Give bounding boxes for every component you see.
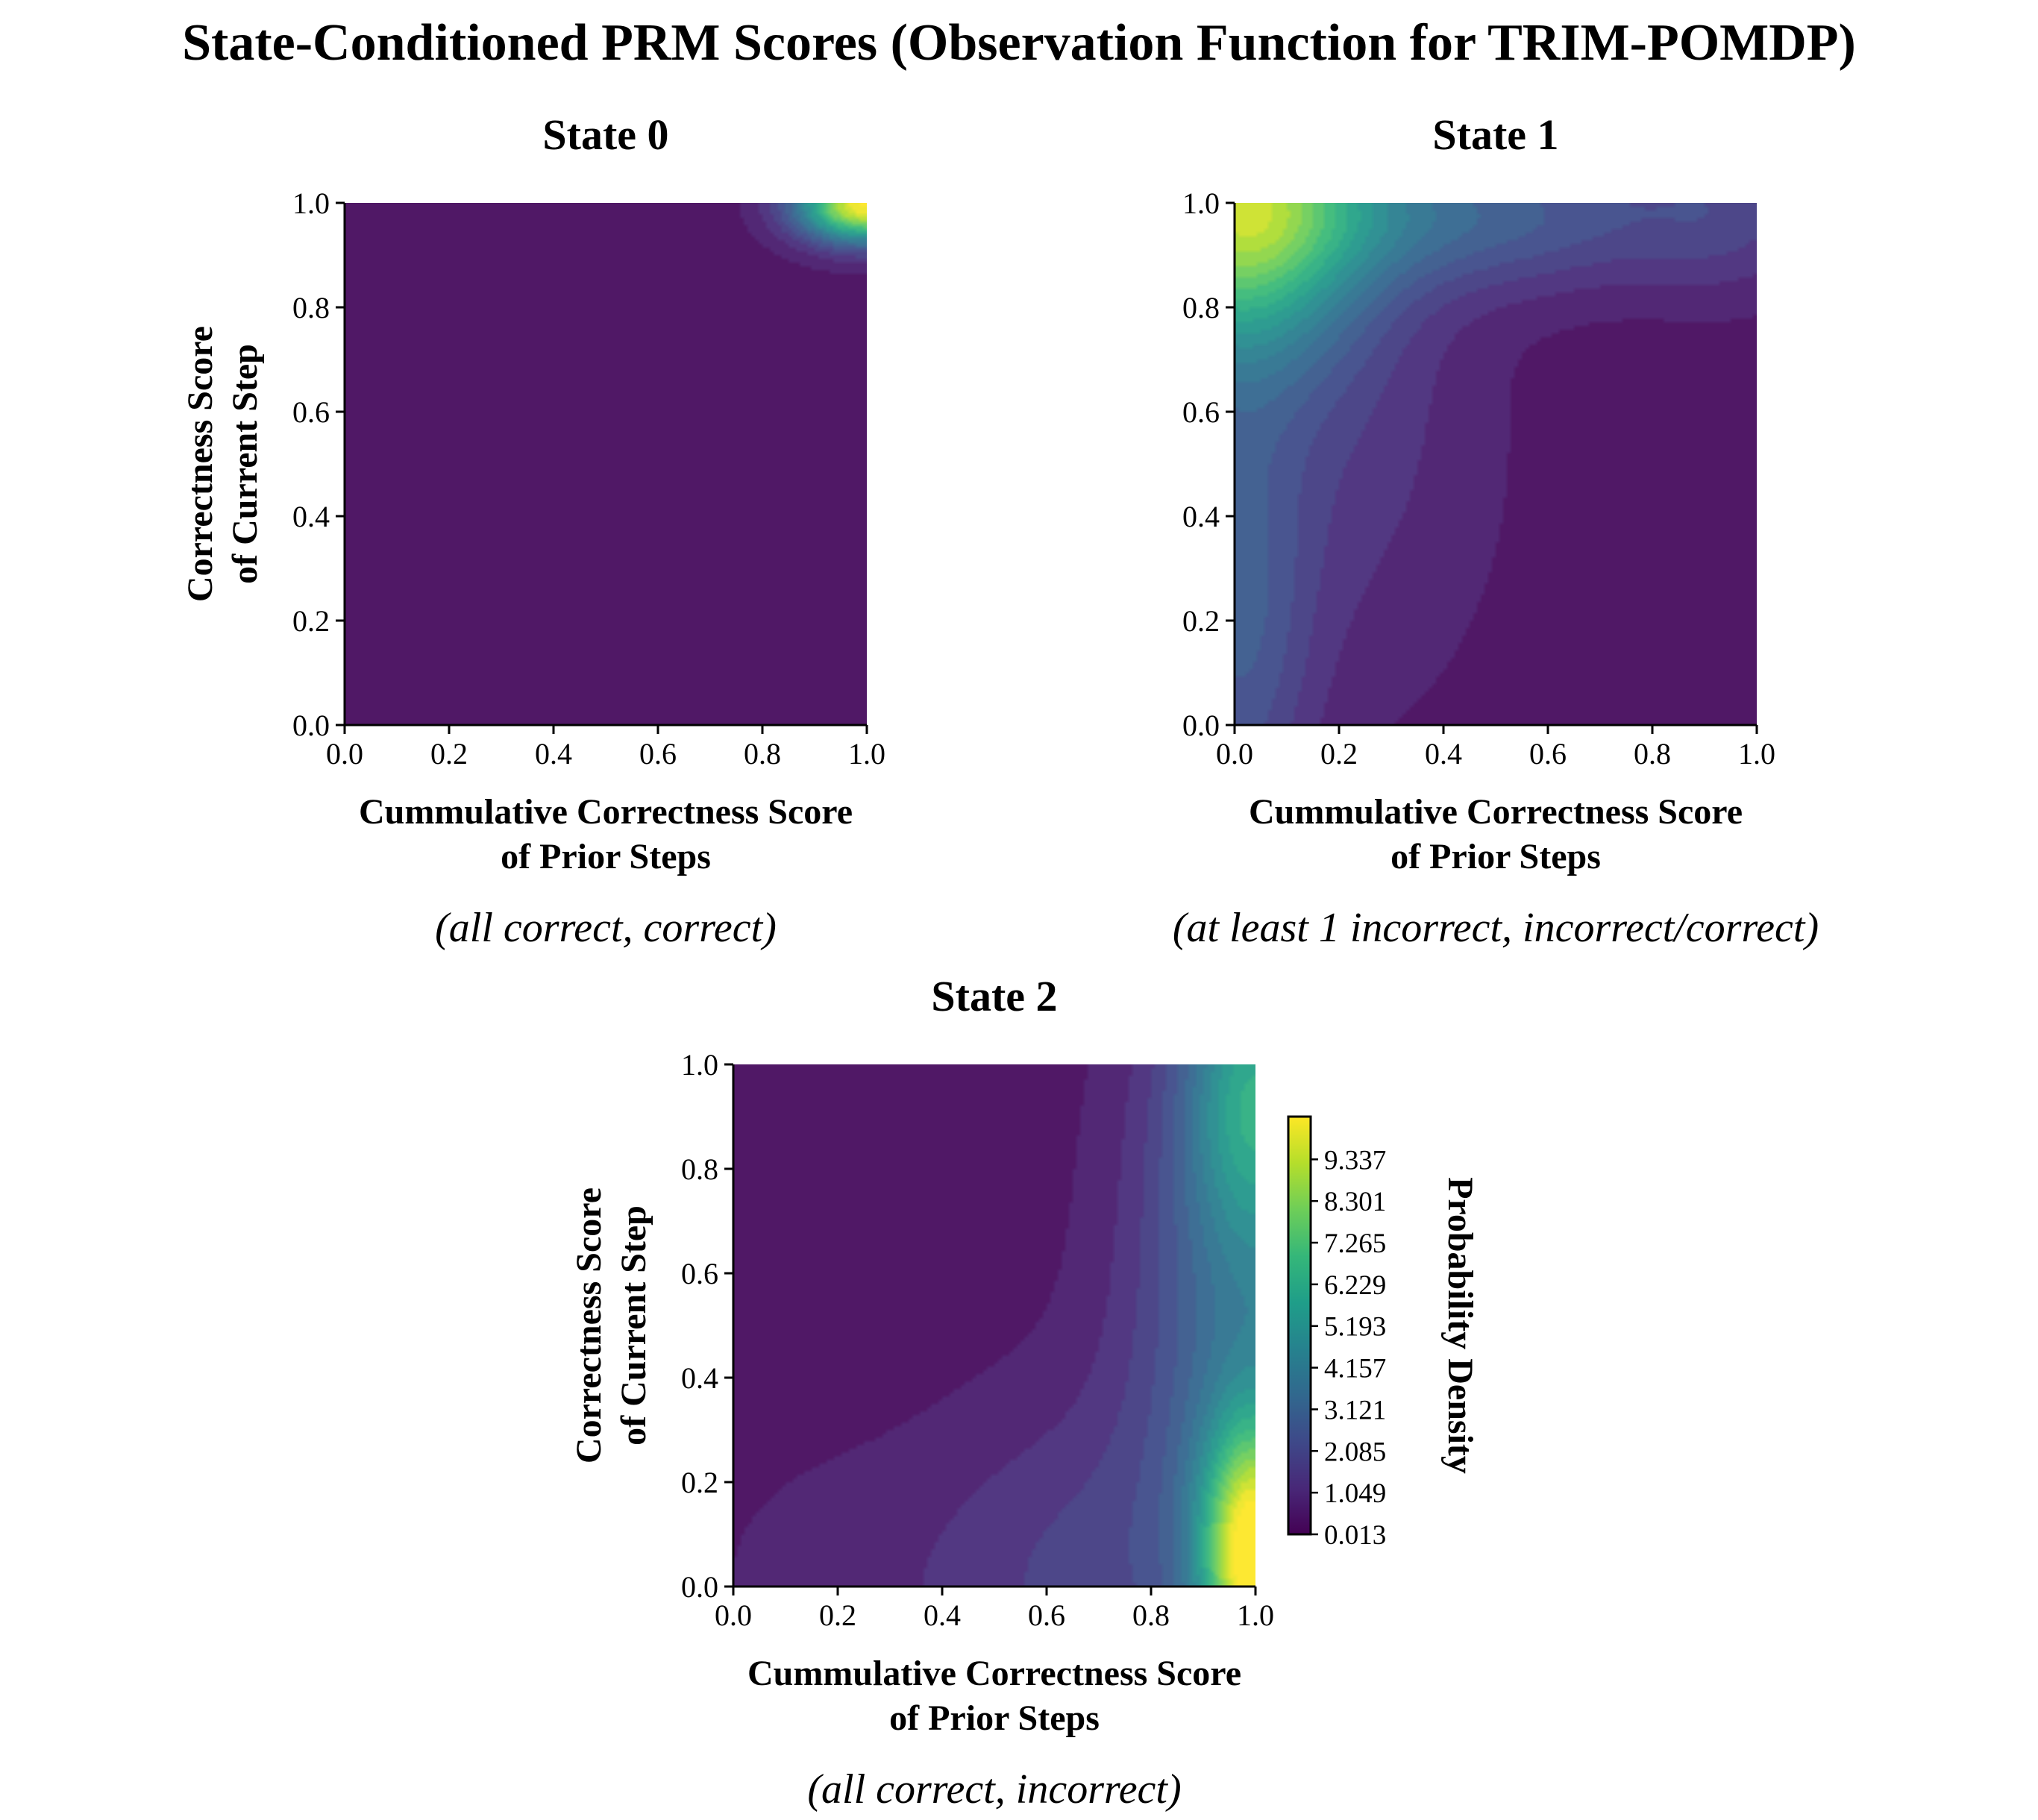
panel-title: State 0	[542, 110, 668, 159]
y-tick-label: 0.0	[681, 1570, 718, 1604]
x-axis-label: of Prior Steps	[501, 837, 711, 876]
y-tick-label: 0.2	[1182, 604, 1220, 638]
y-tick-label: 0.6	[681, 1257, 718, 1290]
colorbar-tick-label: 3.121	[1324, 1395, 1386, 1425]
x-tick-label: 0.8	[1634, 737, 1671, 771]
x-axis-label: of Prior Steps	[889, 1698, 1100, 1738]
y-axis-label: Correctness Score	[569, 1187, 609, 1463]
x-tick-label: 0.4	[1425, 737, 1462, 771]
panel-subtitle: (at least 1 incorrect, incorrect/correct…	[1173, 905, 1819, 951]
x-axis-label: Cummulative Correctness Score	[359, 792, 853, 832]
x-tick-label: 0.0	[326, 737, 363, 771]
x-axis-label: Cummulative Correctness Score	[1249, 792, 1743, 832]
y-tick-label: 0.2	[681, 1466, 718, 1499]
panels-group: 0.0 0.2 0.4 0.6 0.8 1.0 0.0 0.2 0.4 0.6 0.8 1.0 Stat…	[181, 110, 1819, 1813]
colorbar-tick-label: 6.229	[1324, 1270, 1386, 1301]
x-tick-label: 0.2	[819, 1598, 856, 1632]
x-tick-label: 0.8	[1132, 1598, 1170, 1632]
panel-subtitle: (all correct, correct)	[435, 905, 777, 951]
colorbar-tick-label: 5.193	[1324, 1312, 1386, 1343]
colorbar-tick-label: 0.013	[1324, 1520, 1386, 1551]
colorbar-tick-label: 2.085	[1324, 1437, 1386, 1467]
x-tick-label: 0.0	[1216, 737, 1253, 771]
y-tick-label: 0.8	[1182, 291, 1220, 324]
x-tick-label: 0.4	[924, 1598, 961, 1632]
figure-title: State-Conditioned PRM Scores (Observatio…	[182, 14, 1856, 72]
x-tick-label: 0.8	[744, 737, 781, 771]
x-tick-label: 0.4	[535, 737, 572, 771]
density-heatmap	[1235, 203, 1757, 725]
y-tick-label: 1.0	[681, 1048, 718, 1082]
colorbar-tick-label: 4.157	[1324, 1354, 1386, 1384]
y-axis-label: of Current Step	[225, 344, 265, 584]
y-tick-label: 0.4	[681, 1361, 718, 1395]
x-tick-label: 0.6	[1529, 737, 1567, 771]
y-tick-label: 1.0	[1182, 186, 1220, 220]
y-tick-label: 0.8	[681, 1152, 718, 1186]
y-tick-label: 0.6	[1182, 395, 1220, 429]
x-tick-label: 0.0	[715, 1598, 752, 1632]
y-tick-label: 0.6	[292, 395, 330, 429]
y-axis-label: of Current Step	[614, 1205, 653, 1446]
colorbar-tick-label: 9.337	[1324, 1145, 1386, 1176]
panel-state-0: 0.0 0.2 0.4 0.6 0.8 1.0 0.0 0.2 0.4 0.6 0.8 1.0 Stat…	[181, 110, 885, 951]
y-tick-label: 0.4	[292, 500, 330, 533]
x-tick-label: 0.2	[1320, 737, 1358, 771]
colorbar-tick-label: 1.049	[1324, 1478, 1386, 1509]
x-axis-label: Cummulative Correctness Score	[747, 1654, 1241, 1693]
colorbar-label: Probability Density	[1440, 1177, 1480, 1474]
panel-title: State 2	[931, 972, 1057, 1020]
density-heatmap	[733, 1064, 1255, 1587]
panel-state-2: 0.0 0.2 0.4 0.6 0.8 1.0 0.0 0.2 0.4 0.6 0.8 1.0 Stat…	[569, 972, 1274, 1813]
x-tick-label: 1.0	[1738, 737, 1775, 771]
panel-state-1: 0.0 0.2 0.4 0.6 0.8 1.0 0.0 0.2 0.4 0.6 0.8 1.0 Stat…	[1173, 110, 1819, 951]
y-axis-label: Correctness Score	[181, 326, 220, 602]
y-tick-label: 0.0	[1182, 709, 1220, 742]
y-tick-label: 0.2	[292, 604, 330, 638]
colorbar-tick-label: 7.265	[1324, 1228, 1386, 1259]
x-axis-label: of Prior Steps	[1390, 837, 1601, 876]
panel-title: State 1	[1432, 110, 1558, 159]
y-tick-label: 0.8	[292, 291, 330, 324]
density-heatmap	[345, 203, 867, 725]
colorbar-bar	[1287, 1115, 1312, 1536]
x-tick-label: 0.6	[1028, 1598, 1065, 1632]
x-tick-label: 0.6	[639, 737, 677, 771]
colorbar-tick-label: 8.301	[1324, 1187, 1386, 1217]
x-tick-label: 1.0	[848, 737, 885, 771]
y-tick-label: 0.4	[1182, 500, 1220, 533]
x-tick-label: 0.2	[430, 737, 468, 771]
y-tick-label: 0.0	[292, 709, 330, 742]
x-tick-label: 1.0	[1237, 1598, 1274, 1632]
y-tick-label: 1.0	[292, 186, 330, 220]
panel-subtitle: (all correct, incorrect)	[807, 1766, 1181, 1813]
colorbar: 0.013 1.049 2.085 3.121 4.157 5.193 6.229 7.265…	[1287, 1115, 1480, 1551]
